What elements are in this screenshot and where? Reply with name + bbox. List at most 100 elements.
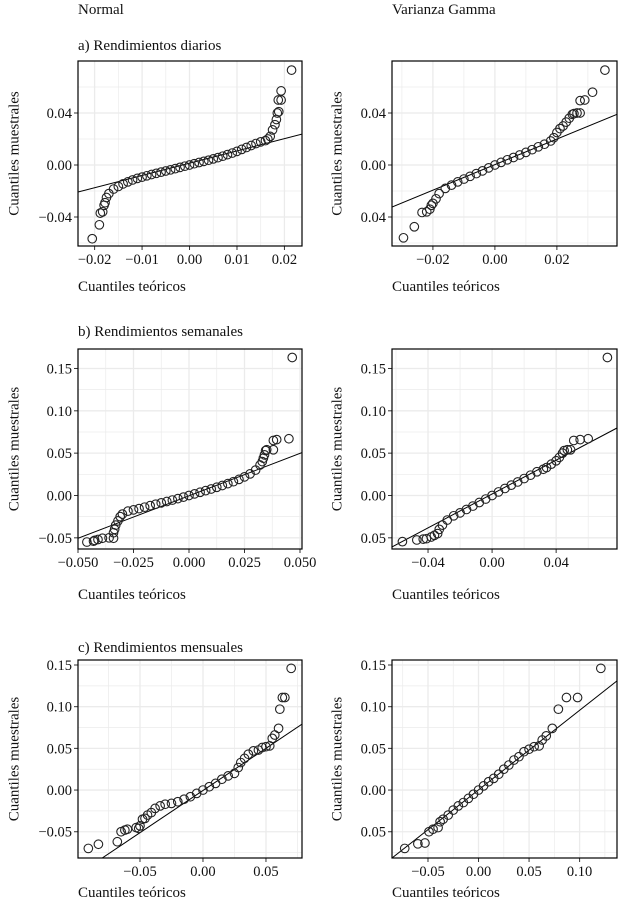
points-group [78, 352, 302, 547]
data-point [420, 838, 430, 848]
data-point [274, 704, 285, 715]
data-point [426, 200, 437, 211]
data-point [217, 774, 227, 785]
data-point [553, 704, 564, 715]
data-point [185, 791, 196, 802]
x-tick-label: 0.01 [224, 252, 249, 268]
y-axis-label: Cuantiles muestrales [6, 387, 22, 512]
data-point [413, 838, 423, 849]
reference-line [392, 680, 617, 858]
plot-frame [391, 348, 618, 550]
data-point [108, 184, 119, 194]
data-point [399, 843, 410, 854]
data-point [545, 136, 556, 146]
data-point [547, 723, 558, 734]
data-point [261, 741, 271, 752]
data-point [123, 506, 133, 517]
data-point [228, 476, 239, 487]
data-point [446, 180, 457, 191]
data-point [82, 537, 92, 547]
points-group [392, 352, 617, 548]
data-point [398, 232, 409, 243]
data-point [203, 155, 214, 166]
data-point [239, 472, 250, 482]
x-axis-label: Cuantiles teóricos [78, 587, 186, 603]
data-point [534, 741, 545, 751]
x-tick-label: −0.025 [113, 555, 154, 571]
data-point [595, 663, 606, 674]
qq-panel: −0.05 0.00 0.05 0.15 0.10 0.05 0.00 −0.05 Cuanti… [6, 658, 303, 900]
y-tick-label: 0.15 [47, 361, 72, 377]
data-point [160, 799, 171, 810]
data-point [217, 151, 228, 162]
data-point [506, 480, 517, 491]
x-tick-label: 0.025 [228, 555, 261, 571]
data-point [150, 499, 161, 510]
data-point [409, 221, 420, 232]
x-tick-label: 0.00 [190, 864, 215, 880]
data-point [83, 843, 94, 854]
data-point [541, 462, 552, 473]
data-point [575, 95, 585, 106]
data-point [198, 156, 209, 167]
data-point [248, 746, 259, 756]
y-tick-label: 0.05 [361, 531, 386, 547]
y-tick-label: 0.05 [361, 825, 386, 841]
points-group [78, 65, 302, 244]
data-point [477, 166, 488, 176]
data-point [483, 163, 494, 173]
qq-panel: −0.02 −0.01 0.00 0.01 0.02 0.04 0.00 −0.04 Cuant… [6, 60, 303, 295]
data-point [151, 168, 162, 179]
data-point [137, 172, 147, 182]
data-point [575, 108, 585, 118]
y-tick-label: 0.05 [361, 446, 386, 462]
x-tick-label: −0.02 [78, 252, 112, 268]
data-point [243, 749, 254, 760]
data-point [508, 152, 519, 163]
plot-background [392, 349, 617, 549]
data-point [127, 175, 138, 185]
data-point [471, 168, 482, 179]
y-tick-label: 0.15 [47, 658, 72, 674]
data-point [602, 352, 613, 363]
data-point [227, 148, 238, 158]
data-point [483, 776, 494, 787]
qq-panel: −0.050 −0.025 0.000 0.025 0.050 0.15 0.10 0.05 0… [6, 348, 316, 603]
y-tick-label: 0.00 [361, 158, 386, 174]
y-tick-label: 0.04 [361, 210, 387, 226]
data-point [97, 533, 108, 544]
data-point [432, 528, 443, 539]
data-point [217, 480, 228, 491]
data-point [435, 816, 445, 827]
data-point [112, 836, 123, 847]
data-point [213, 152, 223, 163]
data-point [139, 502, 150, 513]
data-point [287, 352, 298, 363]
data-point [493, 769, 504, 780]
data-point [583, 433, 594, 444]
data-point [276, 86, 286, 96]
data-point [428, 824, 438, 835]
y-tick-label: −0.05 [38, 825, 72, 841]
data-point [191, 788, 202, 799]
x-tick-label: 0.10 [567, 864, 592, 880]
data-point [167, 495, 178, 505]
data-point [241, 142, 252, 153]
y-tick-label: −0.05 [38, 531, 72, 547]
y-tick-label: 0.15 [361, 361, 386, 377]
data-point [270, 119, 280, 130]
data-point [568, 435, 579, 446]
y-tick-label: 0.10 [47, 404, 72, 420]
data-point [268, 444, 279, 455]
data-point [134, 503, 144, 514]
data-point [539, 139, 550, 150]
data-point [223, 478, 233, 489]
y-tick-label: 0.00 [47, 158, 72, 174]
qq-panel: −0.05 0.00 0.05 0.10 0.15 0.10 0.05 0.00 0.05 Cua… [329, 658, 618, 900]
data-point [562, 444, 573, 455]
data-point [184, 490, 194, 501]
y-tick-label: 0.15 [361, 658, 386, 674]
data-point [161, 496, 172, 507]
data-point [260, 445, 271, 456]
